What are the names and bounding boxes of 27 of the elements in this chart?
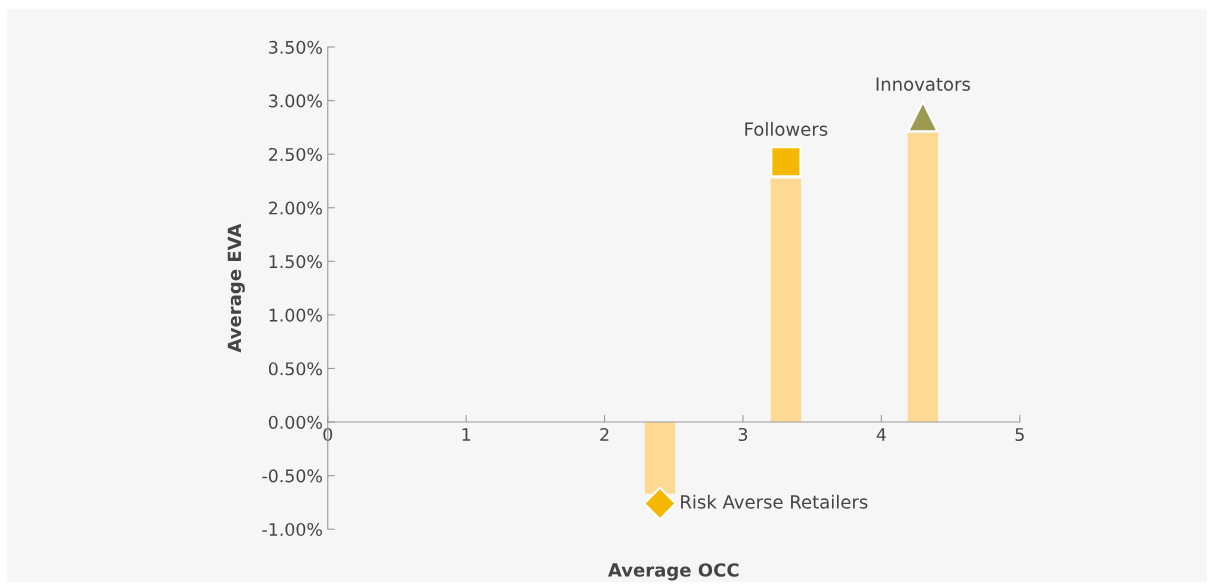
series-label: Innovators: [876, 77, 970, 91]
point: [907, 101, 939, 133]
y-tick-label: -1.00%: [262, 522, 322, 537]
y-tick-label: 2.50%: [269, 147, 322, 162]
y-tick-label: 3.50%: [269, 40, 322, 54]
x-tick-label: 3: [738, 427, 748, 442]
y-tick-label: 0.00%: [268, 415, 322, 429]
y-tick-label: -0.50%: [262, 469, 322, 483]
series-label: Risk Averse Retailers: [681, 494, 868, 509]
series-label: Followers: [745, 121, 828, 136]
y-tick-label: 1.00%: [269, 308, 322, 322]
y-tick-label: 2.00%: [269, 201, 322, 215]
x-axis-title: Average OCC: [607, 563, 739, 581]
x-tick-label: 0: [323, 427, 333, 442]
x-tick-label: 1: [462, 428, 471, 441]
x-tick-label: 5: [1015, 428, 1024, 442]
point: [770, 146, 802, 178]
y-axis-title: Average EVA: [227, 223, 245, 353]
bar: [770, 178, 802, 423]
point: [643, 486, 677, 521]
bar: [644, 422, 676, 494]
bar: [907, 132, 939, 423]
y-tick-label: 1.50%: [269, 255, 322, 269]
y-tick-label: 3.00%: [269, 94, 322, 108]
x-tick-label: 4: [876, 428, 886, 441]
x-tick-label: 2: [600, 427, 609, 441]
y-tick-label: 0.50%: [268, 362, 322, 376]
